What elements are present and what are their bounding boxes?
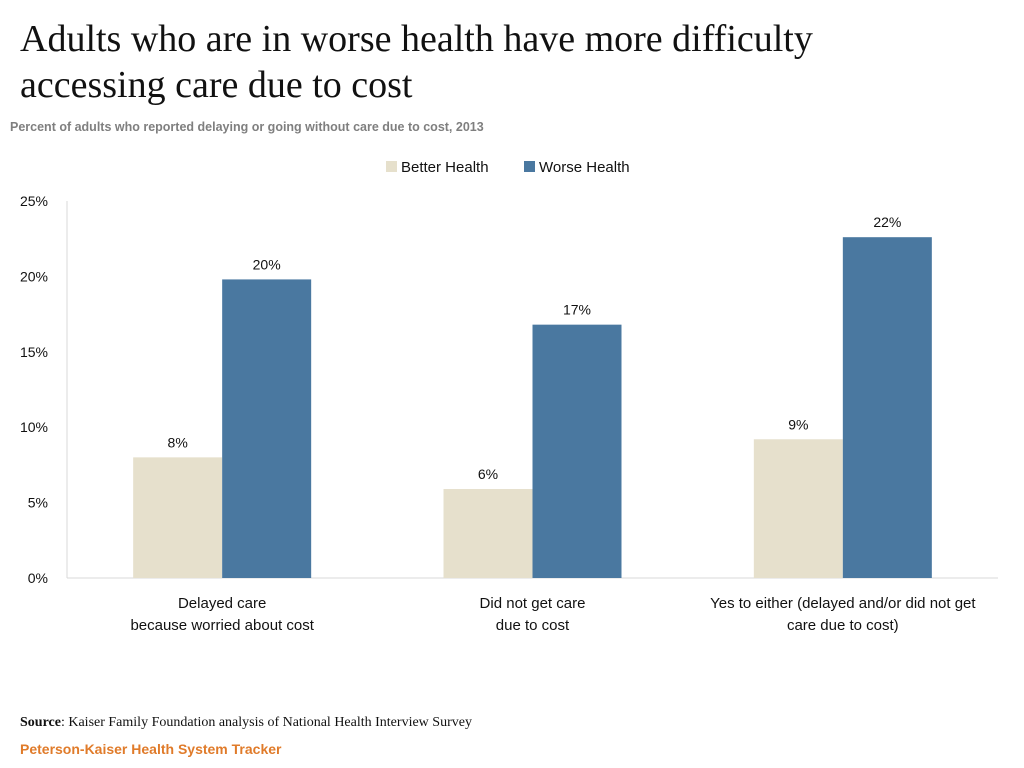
bar-value-label: 8% [168,434,188,450]
bar-chart: 0% 5% 10% 15% 20% 25% 8% 6% 9% 20% 17% 22% Delayed c… [20,159,998,634]
bar-worse-health [842,237,932,578]
bar-value-label: 6% [478,466,498,482]
legend-swatch [524,161,535,172]
x-category-label: Yes to either (delayed and/or did not ge… [710,595,976,612]
x-category-label: because worried about cost [130,617,314,634]
y-tick-label: 10% [20,419,48,435]
x-category-label: Delayed care [178,595,266,612]
bar-value-label: 20% [253,256,281,272]
legend-swatch [386,161,397,172]
chart-title-line-2: accessing care due to cost [20,64,413,106]
bar-better-health [443,489,533,578]
x-category-label: care due to cost) [787,617,899,634]
source-note: Source: Kaiser Family Foundation analysi… [20,715,472,731]
y-tick-label: 25% [20,193,48,209]
y-tick-label: 15% [20,344,48,360]
chart-subtitle: Percent of adults who reported delaying … [10,120,484,134]
bar-better-health [753,439,843,578]
bar-better-health [133,457,223,578]
chart-title: Adults who are in worse health have more… [20,16,1000,108]
x-category-label: due to cost [496,617,570,634]
bar-value-label: 17% [563,302,591,318]
legend-label: Worse Health [539,159,630,176]
y-tick-label: 5% [28,495,48,511]
y-tick-label: 20% [20,268,48,284]
bar-worse-health [222,279,312,578]
bar-value-label: 22% [873,214,901,230]
source-text: : Kaiser Family Foundation analysis of N… [60,715,472,730]
bar-worse-health [532,324,622,578]
source-label: Source [20,715,61,730]
bar-value-label: 9% [788,416,808,432]
x-category-label: Did not get care [480,595,586,612]
tracker-credit: Peterson-Kaiser Health System Tracker [20,741,282,757]
legend-label: Better Health [401,159,489,176]
chart-title-line-1: Adults who are in worse health have more… [20,18,813,60]
y-tick-label: 0% [28,570,48,586]
